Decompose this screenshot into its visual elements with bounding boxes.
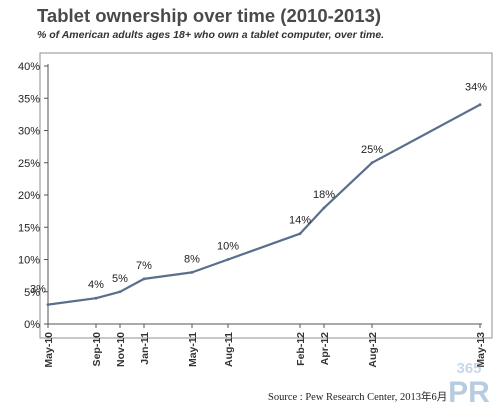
data-point <box>118 290 122 294</box>
data-point <box>94 296 98 300</box>
chart-title: Tablet ownership over time (2010-2013) <box>37 5 382 26</box>
y-tick-label: 40% <box>18 61 40 73</box>
y-tick-label: 10% <box>18 255 40 267</box>
data-point <box>190 271 194 274</box>
data-label: 18% <box>313 189 335 201</box>
data-point <box>226 258 230 261</box>
x-tick-label: Nov-10 <box>115 332 127 367</box>
data-point <box>46 303 50 307</box>
data-point <box>322 206 326 210</box>
data-labels-layer: 3% 4% 5% 7% 8% 10% 14% 18% 25% 34% <box>30 82 487 296</box>
x-tick-label: May-13 <box>475 332 487 368</box>
y-tick-label: 15% <box>18 222 40 234</box>
y-tick-label: 20% <box>18 190 40 202</box>
data-point <box>478 103 482 107</box>
series-line <box>46 103 482 306</box>
y-tick-label: 25% <box>18 158 40 170</box>
chart-subtitle: % of American adults ages 18+ who own a … <box>37 29 385 41</box>
x-tick-label: May-10 <box>43 332 55 368</box>
x-tick-label: Aug-11 <box>223 332 235 367</box>
data-label: 25% <box>361 144 383 156</box>
watermark-bottom-text: PR <box>448 376 490 406</box>
x-tick-label: Feb-12 <box>295 332 307 366</box>
x-tick-label: Aug-12 <box>367 332 379 368</box>
axes: 0% 5% 10% 15% 20% 25% 30% 35% 40% May-10 Sep-10 Nov… <box>18 61 487 368</box>
data-point <box>370 161 374 165</box>
data-label: 7% <box>136 260 152 272</box>
data-point <box>298 232 302 236</box>
y-tick-label: 0% <box>24 319 40 331</box>
y-tick-label: 5% <box>24 287 40 299</box>
watermark-top-text: 365 <box>456 360 481 377</box>
watermark-logo-icon: 365 PR <box>448 360 490 406</box>
data-label: 10% <box>217 241 239 253</box>
data-label: 4% <box>88 279 104 291</box>
data-point <box>142 277 146 281</box>
plot-frame <box>39 52 493 339</box>
x-tick-label: Jan-11 <box>139 332 151 365</box>
data-label: 5% <box>112 273 128 285</box>
x-tick-label: Apr-12 <box>319 332 331 365</box>
data-label: 8% <box>184 253 200 265</box>
x-tick-label: Sep-10 <box>91 332 103 367</box>
series-layer <box>46 103 482 307</box>
y-tick-label: 35% <box>18 93 40 105</box>
y-tick-label: 30% <box>18 126 40 138</box>
x-tick-label: May-11 <box>187 332 199 367</box>
data-label: 14% <box>289 215 311 227</box>
data-label: 34% <box>465 82 487 94</box>
data-label: 3% <box>30 284 46 296</box>
source-note: Source : Pew Research Center, 2013年6月 <box>268 392 448 403</box>
